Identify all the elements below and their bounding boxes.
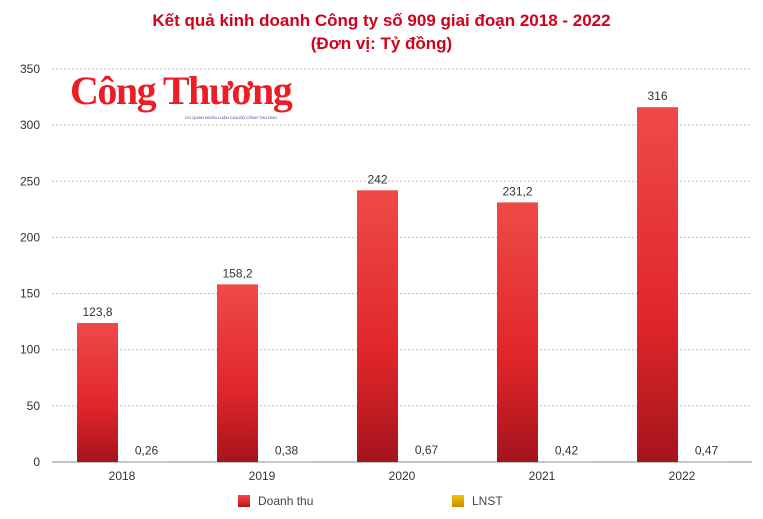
y-tick-label: 150 <box>20 287 40 301</box>
y-tick-label: 50 <box>27 399 41 413</box>
legend-swatch <box>452 495 464 507</box>
data-label: 0,26 <box>135 444 159 458</box>
bar-lnst <box>686 461 727 462</box>
bar-doanh-thu <box>637 107 678 463</box>
bar-doanh-thu <box>357 190 398 463</box>
data-label: 231,2 <box>502 184 532 198</box>
x-tick-label: 2022 <box>669 469 696 483</box>
y-tick-label: 300 <box>20 118 40 132</box>
x-tick-label: 2020 <box>389 469 416 483</box>
bar-doanh-thu <box>217 284 258 462</box>
logo-tagline: CƠ QUAN NGÔN LUẬN CỦA BỘ CÔNG THƯƠNG <box>184 115 278 120</box>
bar-lnst <box>406 461 447 462</box>
data-label: 316 <box>647 89 667 103</box>
bar-doanh-thu <box>497 202 538 462</box>
legend-swatch <box>238 495 250 507</box>
legend-label: Doanh thu <box>258 494 313 508</box>
y-tick-label: 250 <box>20 174 40 188</box>
data-label: 0,47 <box>695 443 719 457</box>
data-label: 158,2 <box>222 266 252 280</box>
x-tick-label: 2021 <box>529 469 556 483</box>
x-tick-label: 2018 <box>109 469 136 483</box>
y-tick-label: 100 <box>20 343 40 357</box>
legend-label: LNST <box>472 494 503 508</box>
data-label: 0,38 <box>275 444 299 458</box>
x-tick-label: 2019 <box>249 469 276 483</box>
data-label: 123,8 <box>82 305 112 319</box>
data-label: 0,67 <box>415 443 439 457</box>
y-tick-label: 200 <box>20 230 40 244</box>
chart-subtitle: (Đơn vị: Tỷ đồng) <box>310 34 453 53</box>
bar-doanh-thu <box>77 322 118 462</box>
data-label: 0,42 <box>555 444 579 458</box>
logo-text: Công Thương <box>70 68 293 113</box>
y-tick-label: 0 <box>33 455 40 469</box>
y-tick-label: 350 <box>20 62 40 76</box>
chart-title: Kết quả kinh doanh Công ty số 909 giai đ… <box>152 11 611 30</box>
data-label: 242 <box>367 172 387 186</box>
cong-thuong-logo: Công Thương CƠ QUAN NGÔN LUẬN CỦA BỘ CÔN… <box>70 68 293 120</box>
